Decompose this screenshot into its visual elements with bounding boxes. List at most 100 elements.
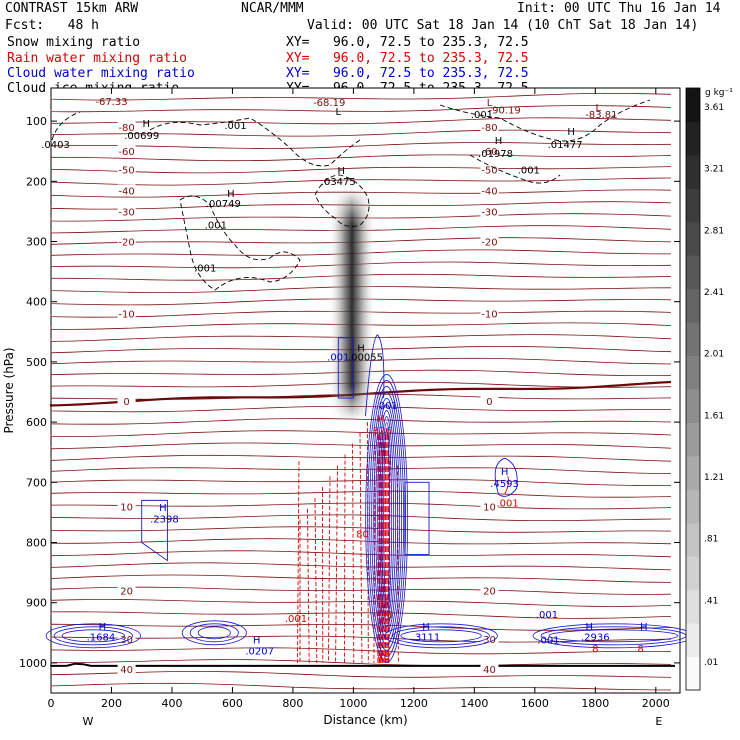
cloud-water-contour xyxy=(371,392,403,645)
temperature-label-bg xyxy=(117,500,136,512)
cloud-water-contour xyxy=(377,410,397,627)
x-end-label-east: E xyxy=(655,715,662,728)
contour-annotation: .00749 xyxy=(206,199,241,210)
temperature-contour xyxy=(50,490,672,498)
temperature-label-bg xyxy=(480,145,499,157)
temperature-contour xyxy=(50,574,672,583)
temperature-contour xyxy=(50,647,672,655)
colorbar-label: .81 xyxy=(704,535,718,545)
temperature-label-bg xyxy=(117,121,136,133)
temperature-contour xyxy=(50,538,672,545)
cloud-water-contour xyxy=(197,626,231,640)
temperature-contour xyxy=(50,550,672,558)
temperature-label: 20 xyxy=(483,587,496,598)
contour-annotation: -68.19 xyxy=(313,98,345,109)
contour-annotation: .001 xyxy=(285,614,307,625)
temperature-label-bg xyxy=(117,184,136,196)
contour-annotation: 80 xyxy=(356,530,369,541)
temperature-label-bg xyxy=(480,395,499,407)
contour-annotation: L xyxy=(487,98,493,109)
contour-annotation: .001 xyxy=(205,220,227,231)
temperature-contour xyxy=(50,514,672,521)
cloud-water-contour xyxy=(337,337,354,399)
temperature-label: -20 xyxy=(481,238,497,249)
x-tick-label: 800 xyxy=(282,697,303,710)
y-tick-label: 600 xyxy=(26,416,47,429)
colorbar-segment xyxy=(686,255,700,290)
colorbar-segment xyxy=(686,422,700,457)
temperature-label: -40 xyxy=(118,186,134,197)
contour-annotation: 8 xyxy=(638,644,644,655)
cloud-water-contour xyxy=(379,416,395,621)
colorbar-label: 2.01 xyxy=(704,350,724,360)
contour-annotation: H xyxy=(501,467,509,478)
contour-annotation: L xyxy=(596,103,602,114)
valid-time: Valid: 00 UTC Sat 18 Jan 14 (10 ChT Sat … xyxy=(307,18,699,33)
rain-water-contour xyxy=(504,476,510,495)
contour-annotation: H xyxy=(227,189,235,200)
temperature-contour xyxy=(50,117,672,125)
temperature-contour xyxy=(50,454,672,462)
colorbar-segment xyxy=(686,389,700,423)
center-title: NCAR/MMM xyxy=(241,1,304,16)
field-label-snow: Snow mixing ratio xyxy=(7,35,141,50)
contour-annotation: H xyxy=(495,136,503,147)
temperature-label-bg xyxy=(117,632,136,644)
cloud-water-contour xyxy=(45,623,141,649)
x-end-label-west: W xyxy=(83,715,94,728)
colorbar-segment xyxy=(686,489,700,524)
temperature-label-bg xyxy=(117,662,136,674)
contour-annotation: .001 xyxy=(471,110,493,121)
cloud-ice-contour xyxy=(439,99,651,142)
cloud-ice-contour xyxy=(51,111,81,141)
cloud-ice-contour xyxy=(314,174,370,227)
init-time: Init: 00 UTC Thu 16 Jan 14 xyxy=(517,1,721,16)
field-label-cloud-water: Cloud water mixing ratio xyxy=(7,66,195,81)
temperature-label: -10 xyxy=(481,310,497,321)
temperature-label: -60 xyxy=(118,147,134,158)
temperature-label-bg xyxy=(480,205,499,217)
cloud-water-contour xyxy=(400,629,482,643)
contour-annotation: .1684 xyxy=(87,633,116,644)
cloud-water-contour xyxy=(392,626,490,646)
y-tick-label: 100 xyxy=(26,115,47,128)
contour-annotation: .001 xyxy=(496,498,518,509)
contour-annotation: L xyxy=(335,107,341,118)
temperature-label: 10 xyxy=(120,502,133,513)
x-tick-label: 1000 xyxy=(339,697,367,710)
contour-annotation: 40 xyxy=(377,652,390,663)
contour-annotation: H xyxy=(567,127,575,138)
field-xy-snow: XY= 96.0, 72.5 to 235.3, 72.5 xyxy=(286,35,529,50)
cloud-water-contour xyxy=(367,380,407,657)
contour-annotation: H xyxy=(377,414,385,425)
contour-annotation: .001 xyxy=(327,353,349,364)
colorbar-segment xyxy=(686,221,700,256)
colorbar-label: .41 xyxy=(704,596,718,606)
temperature-label: 10 xyxy=(483,502,496,513)
cloud-water-contour xyxy=(53,626,133,646)
y-tick-label: 700 xyxy=(26,476,47,489)
contour-annotation: .01477 xyxy=(548,140,583,151)
cloud-ice-contour xyxy=(179,195,301,291)
rain-water-contour xyxy=(352,443,355,663)
colorbar-frame xyxy=(685,87,701,691)
contour-annotation: .00055 xyxy=(348,353,383,364)
contour-annotation: .001 xyxy=(376,401,398,412)
x-tick-label: 0 xyxy=(48,697,55,710)
x-tick-label: 1800 xyxy=(581,697,609,710)
temperature-label-bg xyxy=(117,145,136,157)
temperature-contour xyxy=(50,623,672,631)
temperature-contour xyxy=(50,526,672,533)
x-tick-label: 200 xyxy=(101,697,122,710)
y-tick-label: 400 xyxy=(26,296,47,309)
x-tick-label: 1200 xyxy=(400,697,428,710)
rain-water-contour xyxy=(335,465,338,663)
temperature-label: -10 xyxy=(118,310,134,321)
contour-annotation: H xyxy=(99,622,107,633)
rain-water-contour xyxy=(297,461,300,663)
contour-annotation: H xyxy=(159,503,167,514)
temperature-contour xyxy=(50,586,672,595)
temperature-contour xyxy=(50,479,672,486)
temperature-label: -80 xyxy=(118,123,134,134)
temperature-label-bg xyxy=(117,395,136,407)
